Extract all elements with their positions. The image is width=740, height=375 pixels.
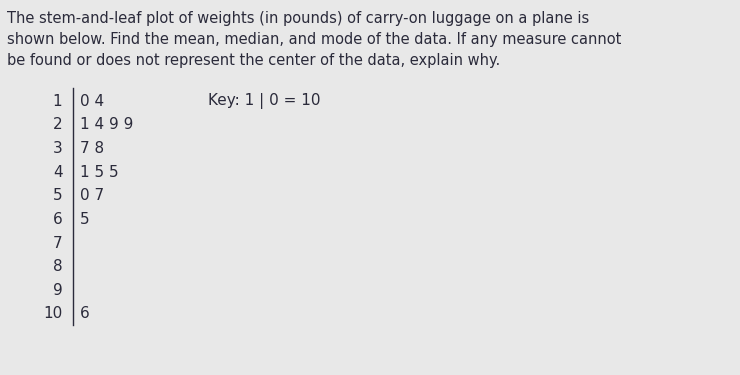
Text: 0 4: 0 4 [80,94,104,109]
Text: 6: 6 [80,306,90,321]
Text: 7: 7 [53,236,62,250]
Text: 3: 3 [53,141,62,156]
Text: 7 8: 7 8 [80,141,104,156]
Text: 1: 1 [53,94,62,109]
Text: 10: 10 [43,306,62,321]
Text: 4: 4 [53,165,62,180]
Text: 1 4 9 9: 1 4 9 9 [80,117,133,132]
Text: 0 7: 0 7 [80,188,104,203]
Text: 1 5 5: 1 5 5 [80,165,118,180]
Text: The stem-and-leaf plot of weights (in pounds) of carry-on luggage on a plane is
: The stem-and-leaf plot of weights (in po… [7,11,622,68]
Text: 5: 5 [53,188,62,203]
Text: Key: 1 | 0 = 10: Key: 1 | 0 = 10 [208,93,320,109]
Text: 2: 2 [53,117,62,132]
Text: 8: 8 [53,259,62,274]
Text: 5: 5 [80,212,90,227]
Text: 6: 6 [53,212,62,227]
Text: 9: 9 [53,283,62,298]
